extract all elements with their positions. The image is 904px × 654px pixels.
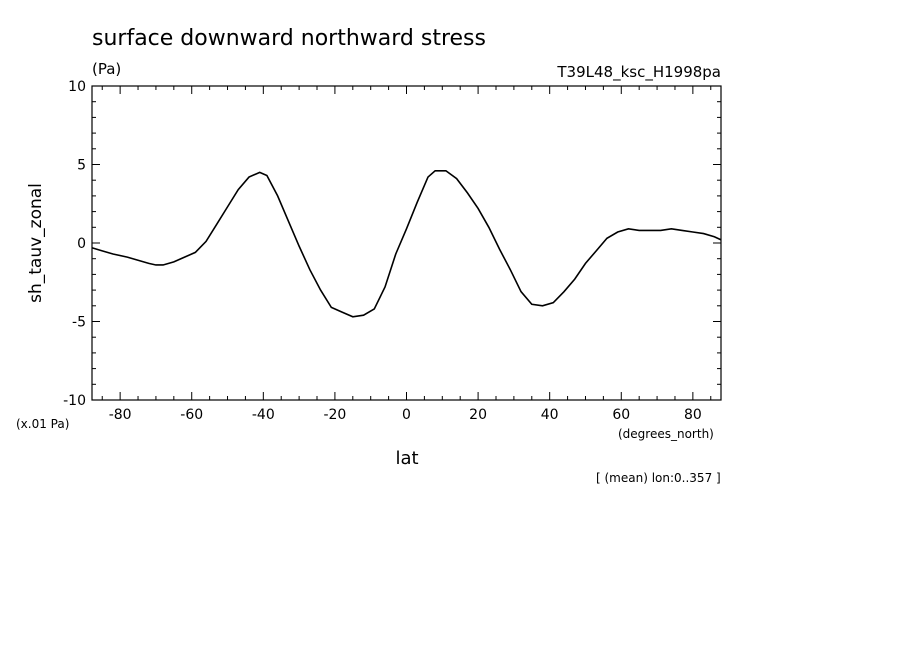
units-label: (Pa) xyxy=(92,60,121,78)
series-line xyxy=(91,169,722,318)
x-tick-labels: -80 -60 -40 -20 0 20 40 60 80 xyxy=(109,407,702,423)
x-tick-label: -80 xyxy=(109,407,132,423)
x-tick-label: -20 xyxy=(323,407,346,423)
y-tick-labels: -10 -5 0 5 10 xyxy=(63,79,86,409)
x-tick-label: 60 xyxy=(612,407,630,423)
x-tick-label: 40 xyxy=(541,407,559,423)
x-tick-label: 0 xyxy=(402,407,411,423)
x-units-label: (degrees_north) xyxy=(618,427,714,441)
x-axis-label: lat xyxy=(395,448,418,469)
y-tick-label: -10 xyxy=(63,393,86,409)
x-tick-label: 80 xyxy=(684,407,702,423)
y-axis-label: sh_tauv_zonal xyxy=(26,183,46,303)
chart-title: surface downward northward stress xyxy=(92,26,486,51)
y-tick-label: 5 xyxy=(77,158,86,174)
y-tick-label: 10 xyxy=(68,79,86,95)
x-tick-label: -40 xyxy=(252,407,275,423)
y-scale-note: (x.01 Pa) xyxy=(16,417,69,431)
y-tick-label: 0 xyxy=(77,236,86,252)
x-tick-label: -60 xyxy=(180,407,203,423)
axis-ticks xyxy=(92,85,721,401)
footnote: [ (mean) lon:0..357 ] xyxy=(596,471,721,485)
plot-frame xyxy=(91,85,722,401)
x-tick-label: 20 xyxy=(469,407,487,423)
run-label: T39L48_ksc_H1998pa xyxy=(556,63,721,82)
y-tick-label: -5 xyxy=(72,315,86,331)
